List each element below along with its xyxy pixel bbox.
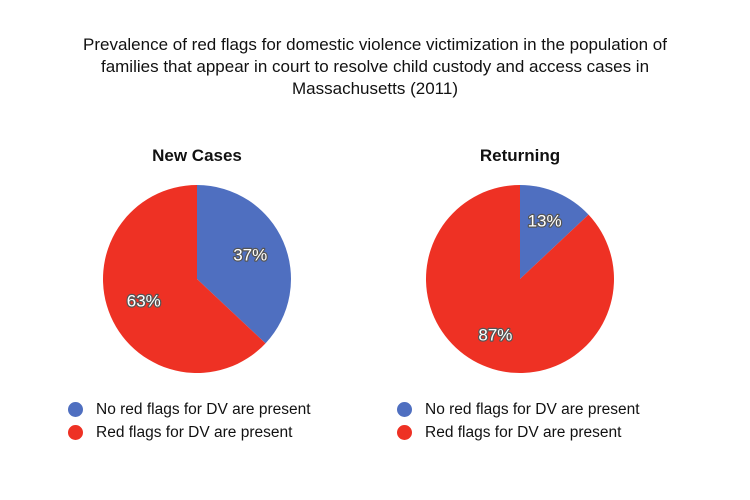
pie-title-new-cases: New Cases [152,146,242,165]
legend-item-no-red-flags: No red flags for DV are present [397,398,640,421]
legend-new-cases: No red flags for DV are present Red flag… [68,398,311,444]
pie-1-slice-0 [520,185,589,279]
legend-swatch-no-red-flags [397,402,412,417]
legend-item-no-red-flags: No red flags for DV are present [68,398,311,421]
pie-0-slice-0 [197,184,291,344]
legend-label: No red flags for DV are present [96,400,311,418]
legend-item-red-flags: Red flags for DV are present [68,421,311,444]
legend-item-red-flags: Red flags for DV are present [397,421,640,444]
pie-1-slice-0-label: 13% [528,212,562,231]
pie-0-slice-1 [103,185,266,373]
pie-0-slice-0-label: 37% [233,245,267,264]
legend-returning: No red flags for DV are present Red flag… [397,398,640,444]
legend-swatch-no-red-flags [68,402,83,417]
legend-label: Red flags for DV are present [425,423,622,441]
legend-swatch-red-flags [397,425,412,440]
pie-0-slice-1-label: 63% [127,292,161,311]
pie-1-slice-1 [426,185,614,374]
legend-swatch-red-flags [68,425,83,440]
pie-title-returning: Returning [479,146,561,165]
chart-title: Prevalence of red flags for domestic vio… [83,35,667,98]
legend-label: No red flags for DV are present [425,400,640,418]
legend-label: Red flags for DV are present [96,423,293,441]
pie-1-slice-1-label: 87% [478,325,512,344]
